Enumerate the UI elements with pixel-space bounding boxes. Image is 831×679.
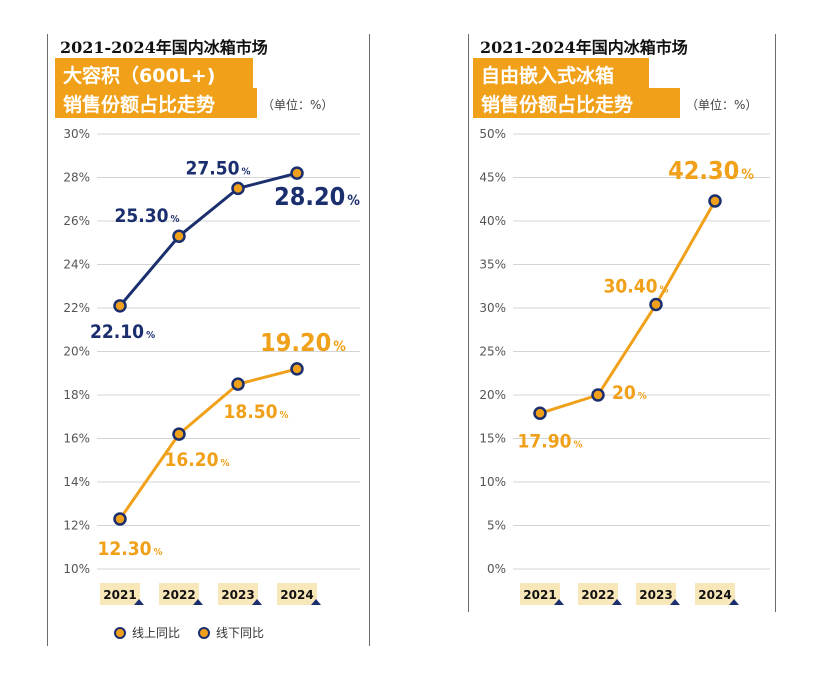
left-data-label: 19.20% — [260, 328, 346, 357]
right-data-point — [591, 388, 605, 402]
right-data-label: 42.30% — [668, 156, 754, 185]
right-y-tick-label: 15% — [479, 432, 506, 446]
divider-left — [47, 34, 48, 646]
left-title-box-line1: 大容积（600L+) — [55, 58, 253, 90]
right-category-badge — [578, 583, 618, 605]
right-y-tick-label: 30% — [479, 301, 506, 315]
left-chart: 10% 12% 14% 16% 18% 20% 22% 24% 26% 28% 30% 2021 202… — [63, 127, 360, 605]
left-category-badge — [277, 583, 317, 605]
right-category-badge-corner — [670, 599, 680, 605]
left-category-badge — [218, 583, 258, 605]
left-data-label: 18.50% — [223, 401, 288, 423]
left-data-label: 28.20% — [274, 182, 360, 211]
left-category-badge-corner — [252, 599, 262, 605]
legend-label-offline: 线下同比 — [216, 626, 265, 640]
right-category-label: 2023 — [639, 588, 672, 602]
left-category-label: 2021 — [103, 588, 136, 602]
right-category-badge-corner — [729, 599, 739, 605]
divider-right — [775, 34, 776, 612]
right-y-tick-label: 20% — [479, 388, 506, 402]
right-title-box-line1: 自由嵌入式冰箱 — [473, 58, 649, 90]
legend-item-offline: 线下同比 — [198, 624, 264, 641]
right-y-tick-label: 50% — [479, 127, 506, 141]
left-y-tick-label: 12% — [63, 519, 90, 533]
left-data-label: 27.50% — [185, 157, 250, 179]
left-y-tick-label: 30% — [63, 127, 90, 141]
left-y-tick-label: 10% — [63, 562, 90, 576]
right-series-line — [539, 200, 717, 415]
left-legend: 线上同比 线下同比 — [114, 624, 282, 641]
left-data-label: 16.20% — [164, 449, 229, 471]
right-title-box-line2: 销售份额占比走势 — [473, 88, 680, 118]
left-data-point — [231, 377, 245, 391]
left-data-label: 22.10% — [90, 321, 155, 343]
right-y-tick-label: 25% — [479, 345, 506, 359]
right-category-badge-corner — [612, 599, 622, 605]
right-category-badge-corner — [554, 599, 564, 605]
left-category-badge — [159, 583, 199, 605]
left-top-title: 2021-2024年国内冰箱市场 — [60, 38, 268, 57]
left-y-tick-label: 24% — [63, 258, 90, 272]
left-data-point — [290, 362, 304, 376]
right-data-label: 17.90% — [517, 430, 582, 452]
right-y-tick-label: 35% — [479, 258, 506, 272]
right-category-badge — [636, 583, 676, 605]
right-chart: 0% 5% 10% 15% 20% 25% 30% 35% 40% 45% 50% 2021 2022 2… — [479, 127, 770, 605]
left-category-label: 2022 — [162, 588, 195, 602]
right-data-point — [533, 406, 547, 421]
left-category-label: 2023 — [221, 588, 254, 602]
right-y-tick-label: 5% — [487, 519, 506, 533]
legend-dot-offline — [198, 626, 211, 639]
left-category-badge — [100, 583, 140, 605]
left-y-tick-label: 28% — [63, 171, 90, 185]
legend-item-online: 线上同比 — [114, 624, 180, 641]
right-data-point — [708, 194, 722, 208]
right-y-tick-label: 10% — [479, 475, 506, 489]
right-category-label: 2022 — [581, 588, 614, 602]
right-y-tick-label: 45% — [479, 171, 506, 185]
legend-label-online: 线上同比 — [132, 626, 181, 640]
right-data-label: 30.40% — [603, 276, 668, 298]
left-y-tick-label: 18% — [63, 388, 90, 402]
right-data-label: 20% — [612, 382, 647, 404]
left-y-tick-label: 20% — [63, 345, 90, 359]
right-top-title: 2021-2024年国内冰箱市场 — [480, 38, 688, 57]
left-category-label: 2024 — [280, 588, 313, 602]
left-title-box-line2: 销售份额占比走势 — [55, 88, 257, 118]
left-data-point — [290, 166, 304, 180]
right-category-label: 2024 — [698, 588, 731, 602]
left-y-tick-label: 14% — [63, 475, 90, 489]
left-data-label: 25.30% — [114, 205, 179, 227]
legend-dot-online — [114, 626, 126, 639]
left-data-point — [113, 299, 127, 313]
left-y-tick-label: 26% — [63, 214, 90, 228]
left-data-point — [113, 512, 127, 526]
left-unit-label: （单位：%） — [262, 98, 334, 112]
right-unit-label: （单位：%） — [686, 98, 758, 112]
right-data-point — [649, 297, 663, 312]
left-data-point — [172, 229, 186, 243]
left-series-line — [118, 367, 298, 520]
left-y-tick-label: 22% — [63, 301, 90, 315]
right-category-label: 2021 — [523, 588, 556, 602]
right-category-badge — [520, 583, 560, 605]
divider-middle-left — [369, 34, 370, 646]
right-y-tick-label: 0% — [487, 562, 506, 576]
left-data-point — [231, 181, 245, 196]
right-category-badge — [695, 583, 735, 605]
left-category-badge-corner — [134, 599, 144, 605]
right-y-tick-label: 40% — [479, 214, 506, 228]
left-y-tick-label: 16% — [63, 432, 90, 446]
left-category-badge-corner — [311, 599, 321, 605]
left-data-label: 12.30% — [97, 538, 162, 560]
left-category-badge-corner — [193, 599, 203, 605]
left-data-point — [172, 427, 186, 441]
left-series-line — [118, 171, 298, 307]
divider-middle-right — [468, 34, 469, 612]
